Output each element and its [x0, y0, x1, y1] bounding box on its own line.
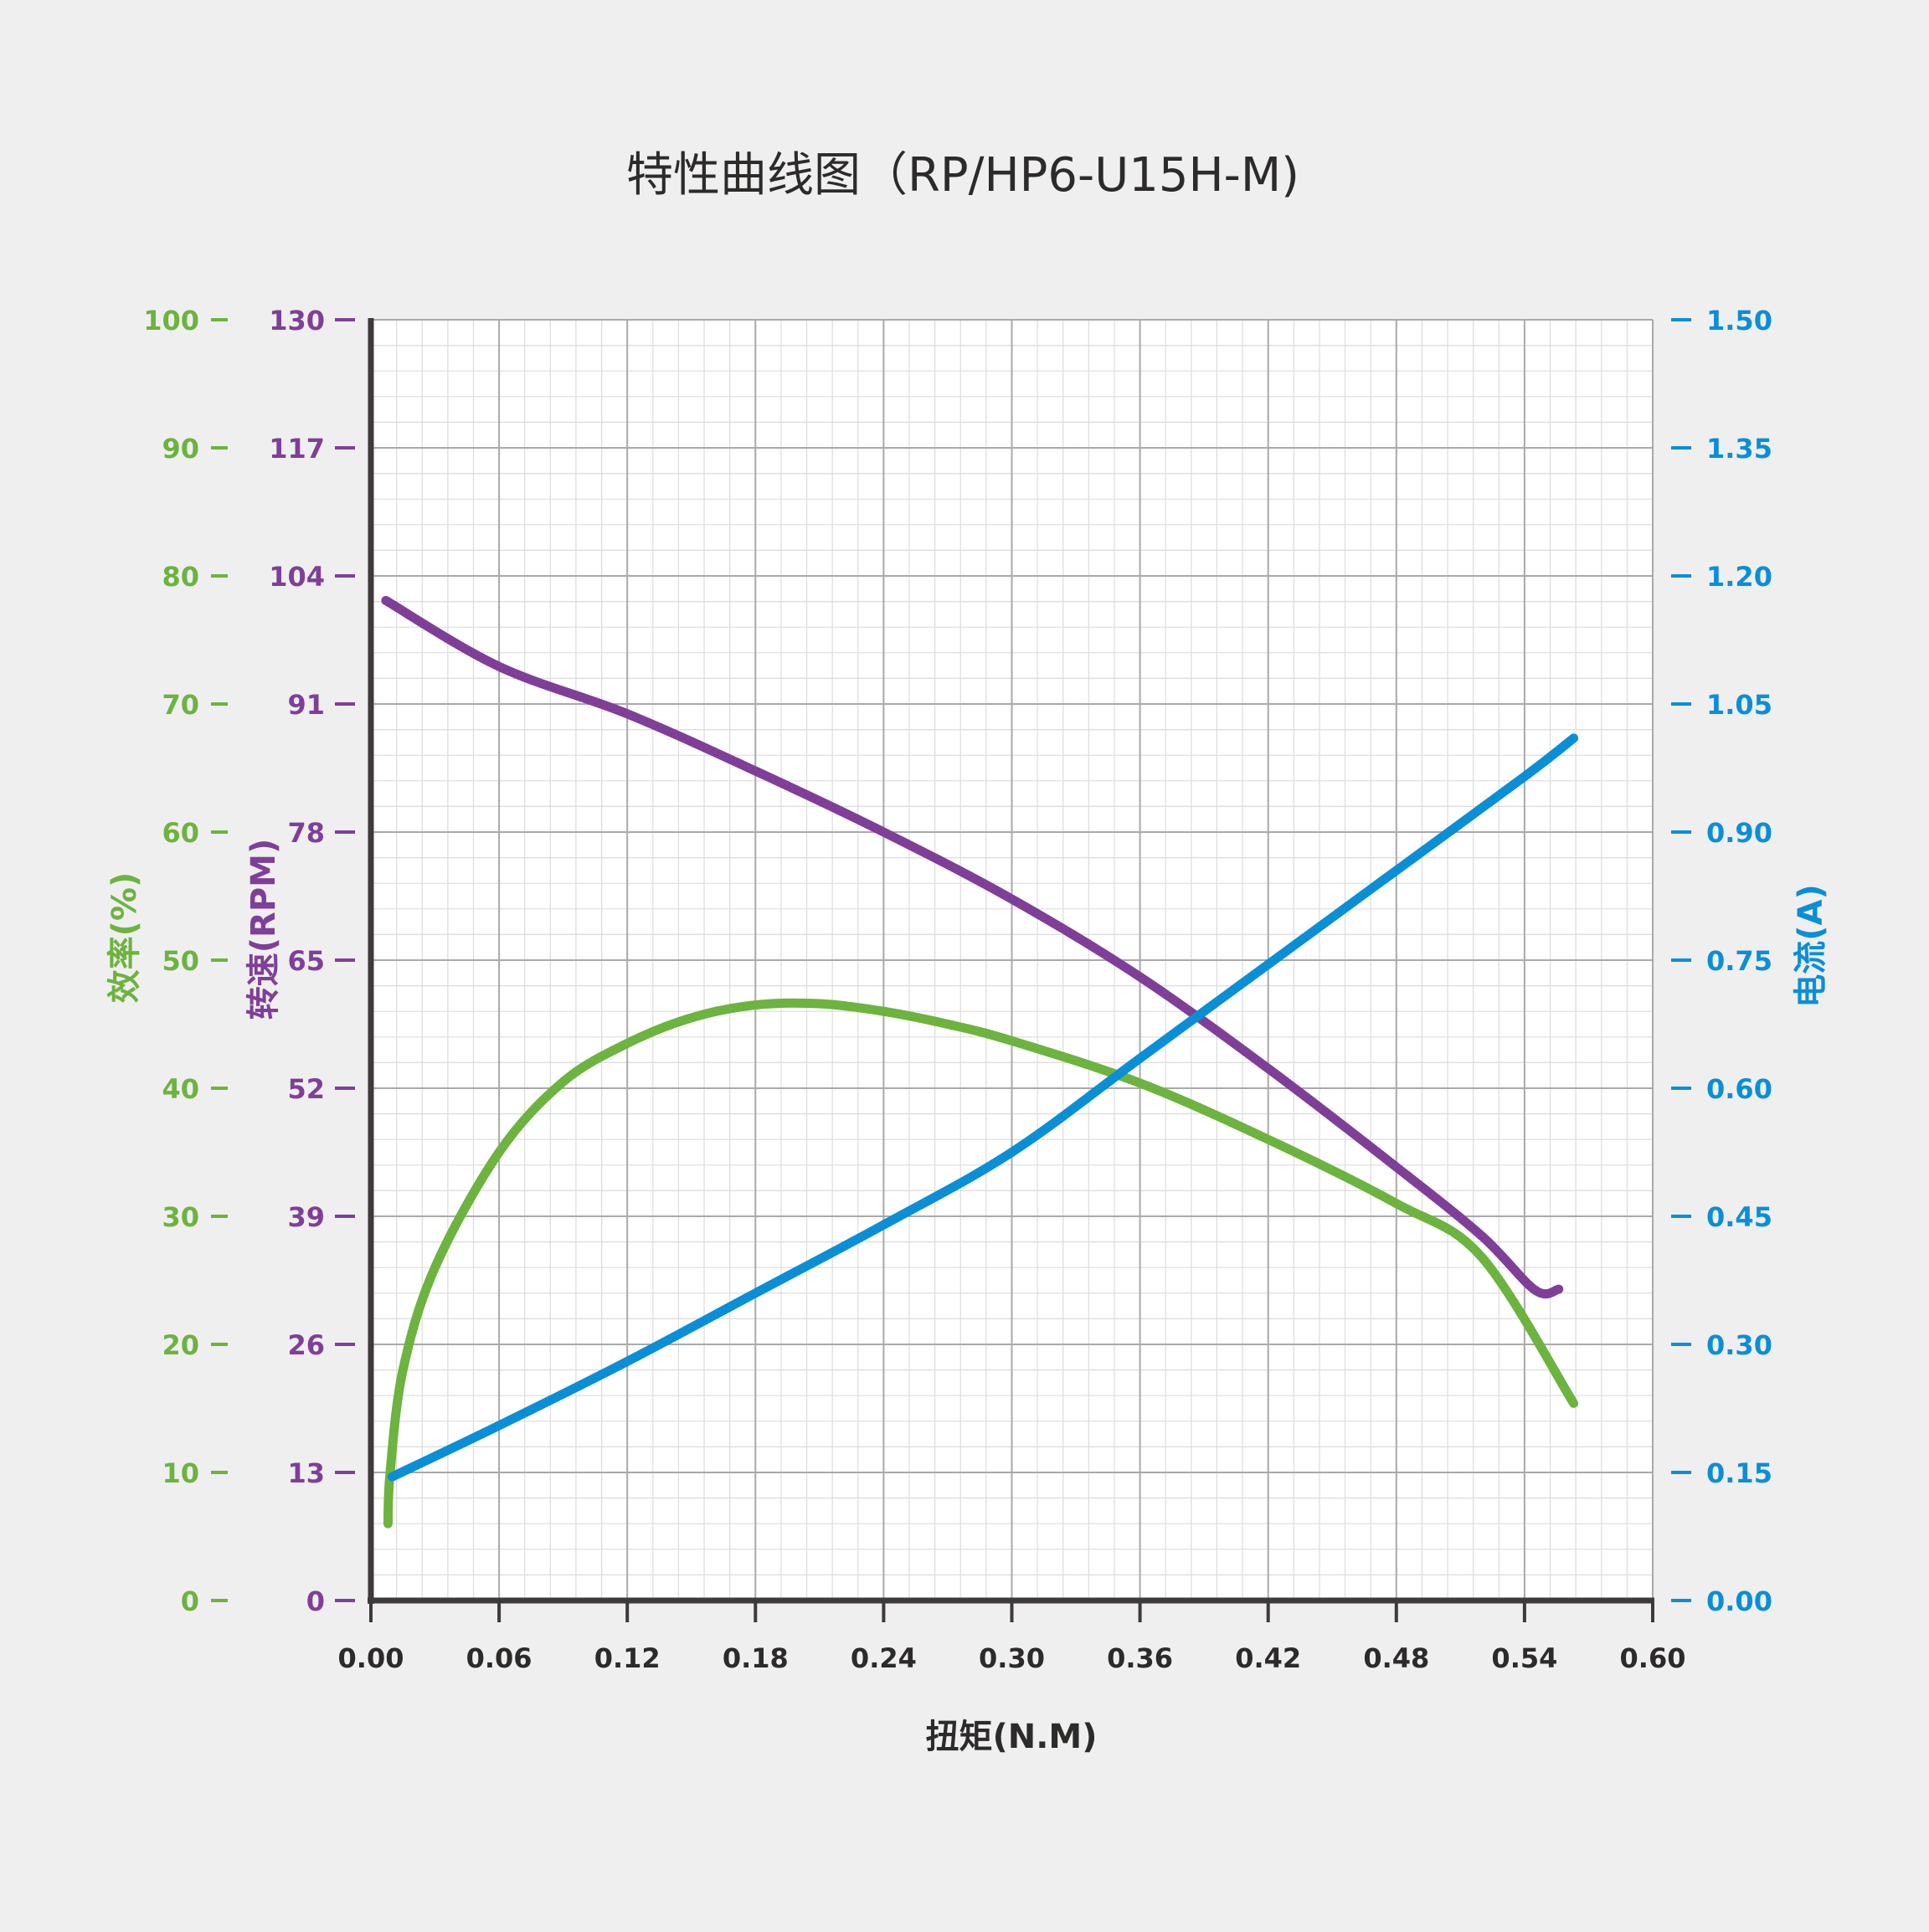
efficiency-tick-label: 50 — [162, 945, 199, 977]
efficiency-tick-label: 100 — [143, 305, 199, 337]
chart-title: 特性曲线图（RP/HP6-U15H-M) — [626, 148, 1299, 203]
efficiency-tick-label: 10 — [162, 1457, 199, 1489]
speed-axis-title: 转速(RPM) — [244, 839, 283, 1020]
x-tick-label: 0.18 — [723, 1642, 789, 1674]
current-tick-label: 0.00 — [1706, 1585, 1772, 1617]
efficiency-tick-label: 30 — [162, 1201, 199, 1233]
current-axis-title: 电流(A) — [1792, 884, 1830, 1008]
efficiency-tick-label: 80 — [162, 561, 199, 593]
speed-tick-label: 117 — [269, 433, 325, 465]
speed-series-line — [381, 595, 1564, 1299]
x-axis-title: 扭矩(N.M) — [925, 1718, 1097, 1756]
speed-tick-label: 78 — [287, 817, 325, 849]
efficiency-tick-label: 0 — [181, 1585, 199, 1617]
x-tick-label: 0.36 — [1107, 1642, 1173, 1674]
speed-tick-label: 104 — [269, 561, 325, 593]
x-tick-label: 0.48 — [1363, 1642, 1429, 1674]
efficiency-tick-label: 90 — [162, 433, 199, 465]
current-tick-label: 0.60 — [1706, 1073, 1772, 1105]
speed-tick-label: 52 — [287, 1073, 325, 1105]
x-tick-label: 0.60 — [1620, 1642, 1686, 1674]
series-layer — [381, 595, 1579, 1529]
x-tick-label: 0.54 — [1491, 1642, 1557, 1674]
current-tick-label: 1.35 — [1706, 433, 1772, 465]
current-tick-label: 0.45 — [1706, 1201, 1772, 1233]
current-tick-label: 1.05 — [1706, 689, 1772, 721]
efficiency-tick-label: 60 — [162, 817, 199, 849]
speed-tick-label: 13 — [287, 1457, 325, 1489]
current-tick-label: 1.20 — [1706, 561, 1772, 593]
x-tick-label: 0.30 — [979, 1642, 1045, 1674]
speed-tick-label: 0 — [306, 1585, 325, 1617]
major-grid — [371, 319, 1654, 1601]
x-tick-label: 0.12 — [594, 1642, 661, 1674]
efficiency-tick-label: 70 — [162, 689, 199, 721]
current-tick-label: 0.90 — [1706, 817, 1772, 849]
current-tick-label: 0.30 — [1706, 1329, 1772, 1361]
efficiency-tick-label: 40 — [162, 1073, 199, 1105]
current-tick-label: 1.50 — [1706, 305, 1772, 337]
current-series-line — [388, 733, 1579, 1482]
speed-tick-label: 39 — [287, 1201, 325, 1233]
speed-tick-label: 130 — [269, 305, 325, 337]
efficiency-series-line — [383, 998, 1579, 1529]
current-tick-label: 0.15 — [1706, 1457, 1772, 1489]
efficiency-tick-label: 20 — [162, 1329, 199, 1361]
efficiency-axis-title: 效率(%) — [105, 872, 144, 1004]
current-tick-label: 0.75 — [1706, 945, 1772, 977]
x-tick-label: 0.00 — [338, 1642, 404, 1674]
speed-tick-label: 26 — [287, 1329, 325, 1361]
x-tick-label: 0.06 — [466, 1642, 532, 1674]
axes-layer: 0.00 0.06 0.12 0.18 0.24 0.30 0.36 0.42 0.48 0.54… — [143, 305, 1772, 1674]
x-tick-label: 0.42 — [1235, 1642, 1301, 1674]
x-tick-label: 0.24 — [851, 1642, 917, 1674]
speed-tick-label: 65 — [287, 945, 325, 977]
speed-tick-label: 91 — [287, 689, 325, 721]
